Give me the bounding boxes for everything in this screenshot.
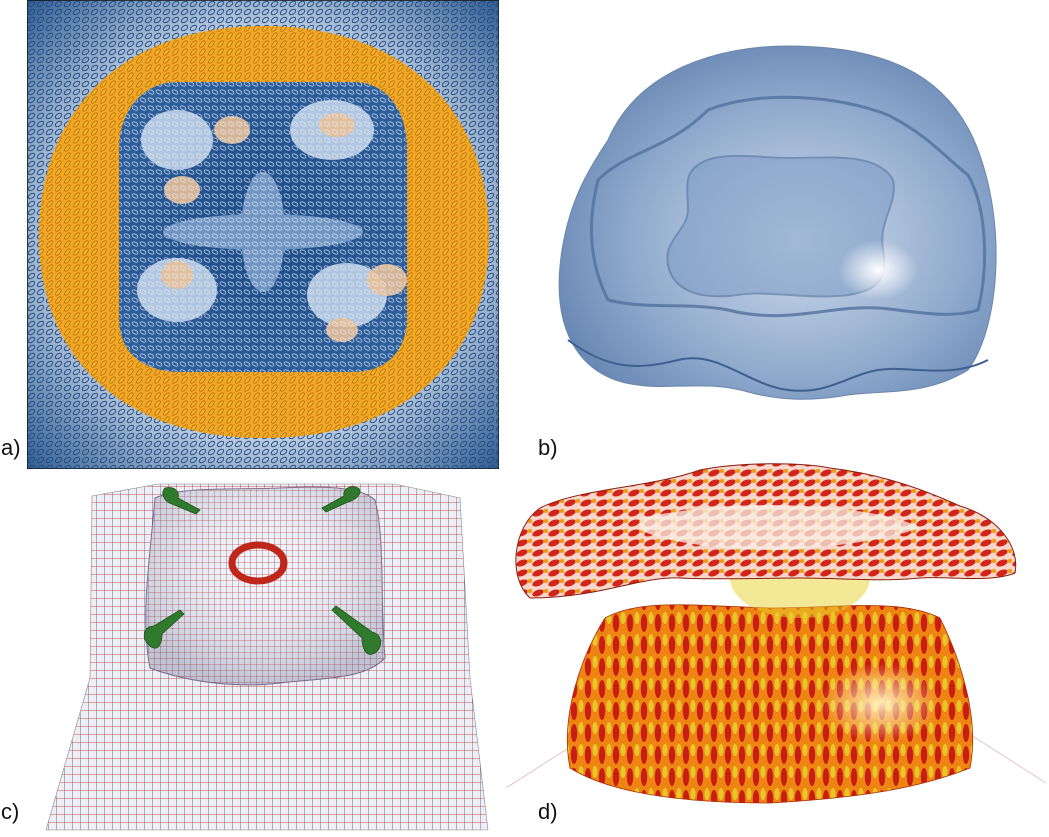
rim-opening	[640, 504, 920, 550]
panel-c-label: c)	[1, 799, 20, 824]
inner-square-shell	[666, 154, 895, 298]
red-ring-defect	[228, 541, 288, 585]
green-defects	[143, 486, 382, 655]
panel-d-flared-surface	[500, 458, 1049, 837]
panel-d-label: d)	[538, 799, 558, 824]
panel-b-label: b)	[538, 435, 558, 460]
panel-a-label: a)	[1, 435, 21, 460]
lower-scalloped-edge	[567, 339, 989, 392]
middle-ring	[589, 95, 987, 318]
panel-a-director-field	[27, 0, 499, 469]
panel-c-mesh-surface	[40, 478, 510, 833]
panel-b-blue-shell	[548, 40, 1018, 410]
